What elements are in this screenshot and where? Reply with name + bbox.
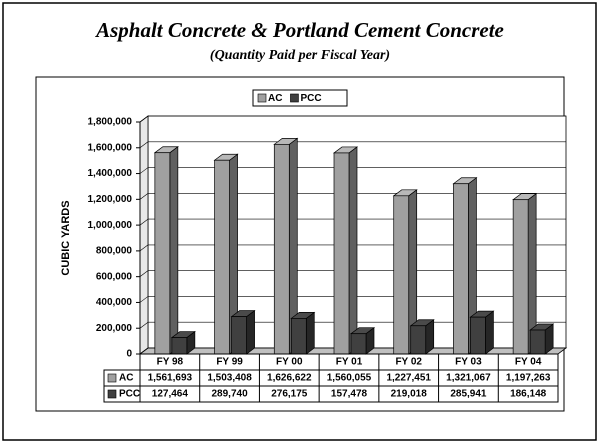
y-tick-label: 800,000	[96, 246, 133, 257]
x-tick-label: FY 00	[276, 357, 303, 368]
chart-title: Asphalt Concrete & Portland Cement Concr…	[94, 18, 504, 42]
bar	[171, 337, 188, 355]
legend-key	[257, 93, 267, 103]
bar-side	[485, 310, 494, 355]
legend-label: AC	[268, 93, 282, 104]
legend-key	[290, 93, 299, 103]
table-value: 1,560,055	[327, 373, 372, 384]
bar-side	[169, 146, 179, 355]
bar	[393, 195, 410, 355]
y-axis-label: CUBIC YARDS	[60, 200, 72, 275]
table-value: 285,941	[450, 389, 487, 400]
table-value: 289,740	[211, 389, 248, 400]
grid-line	[139, 115, 149, 123]
grid-line	[139, 167, 149, 174]
side-wall	[139, 115, 149, 355]
y-tick-label: 1,400,000	[88, 168, 133, 179]
bar	[470, 316, 486, 355]
bar	[290, 318, 307, 355]
table-value: 1,227,451	[386, 373, 431, 384]
x-tick-label: FY 98	[157, 357, 184, 368]
y-tick-label: 0	[126, 349, 132, 360]
legend	[252, 89, 348, 107]
bar	[529, 329, 546, 355]
grid-line	[139, 296, 149, 303]
table-value: 127,464	[152, 389, 189, 400]
grid-line	[139, 321, 149, 329]
bar	[512, 199, 529, 355]
y-tick-label: 1,200,000	[88, 194, 133, 205]
bar	[333, 152, 350, 355]
table-value: 1,321,067	[446, 373, 491, 384]
table-value: 157,478	[331, 389, 368, 400]
grid-line	[139, 347, 149, 355]
table-series-label: AC	[119, 373, 133, 384]
bar	[154, 152, 171, 355]
chart-subtitle: (Quantity Paid per Fiscal Year)	[210, 48, 390, 63]
table-value: 186,148	[510, 389, 547, 400]
bar-side	[246, 309, 255, 355]
x-tick-label: FY 03	[455, 357, 482, 368]
x-tick-label: FY 01	[336, 357, 363, 368]
y-tick-label: 1,000,000	[88, 220, 133, 231]
table-value: 276,175	[271, 389, 308, 400]
y-tick-label: 1,800,000	[88, 117, 133, 128]
bar-side	[305, 311, 315, 355]
bar-side	[348, 146, 358, 355]
x-tick-label: FY 99	[216, 357, 243, 368]
legend-label: PCC	[300, 93, 321, 104]
bar	[350, 333, 367, 355]
y-tick-label: 400,000	[96, 297, 133, 308]
y-tick-label: 600,000	[96, 271, 133, 282]
table-value: 1,197,263	[506, 373, 551, 384]
table-key	[107, 373, 117, 383]
grid-line	[139, 141, 149, 149]
bar	[214, 159, 230, 355]
grid-line	[139, 270, 149, 277]
bar	[231, 316, 247, 355]
x-tick-label: FY 02	[395, 357, 422, 368]
table-value: 1,561,693	[148, 373, 193, 384]
table-value: 219,018	[391, 389, 428, 400]
x-tick-label: FY 04	[515, 357, 542, 368]
y-tick-label: 200,000	[96, 323, 133, 334]
grid-line	[139, 218, 149, 226]
bar	[410, 325, 427, 355]
grid-line	[139, 244, 149, 252]
y-tick-label: 1,600,000	[88, 142, 133, 153]
table-key	[107, 389, 117, 399]
bar	[273, 143, 290, 355]
grid-line	[139, 193, 149, 200]
bar	[453, 183, 469, 355]
table-value: 1,626,622	[267, 373, 312, 384]
table-series-label: PCC	[119, 389, 140, 400]
table-value: 1,503,408	[207, 373, 252, 384]
